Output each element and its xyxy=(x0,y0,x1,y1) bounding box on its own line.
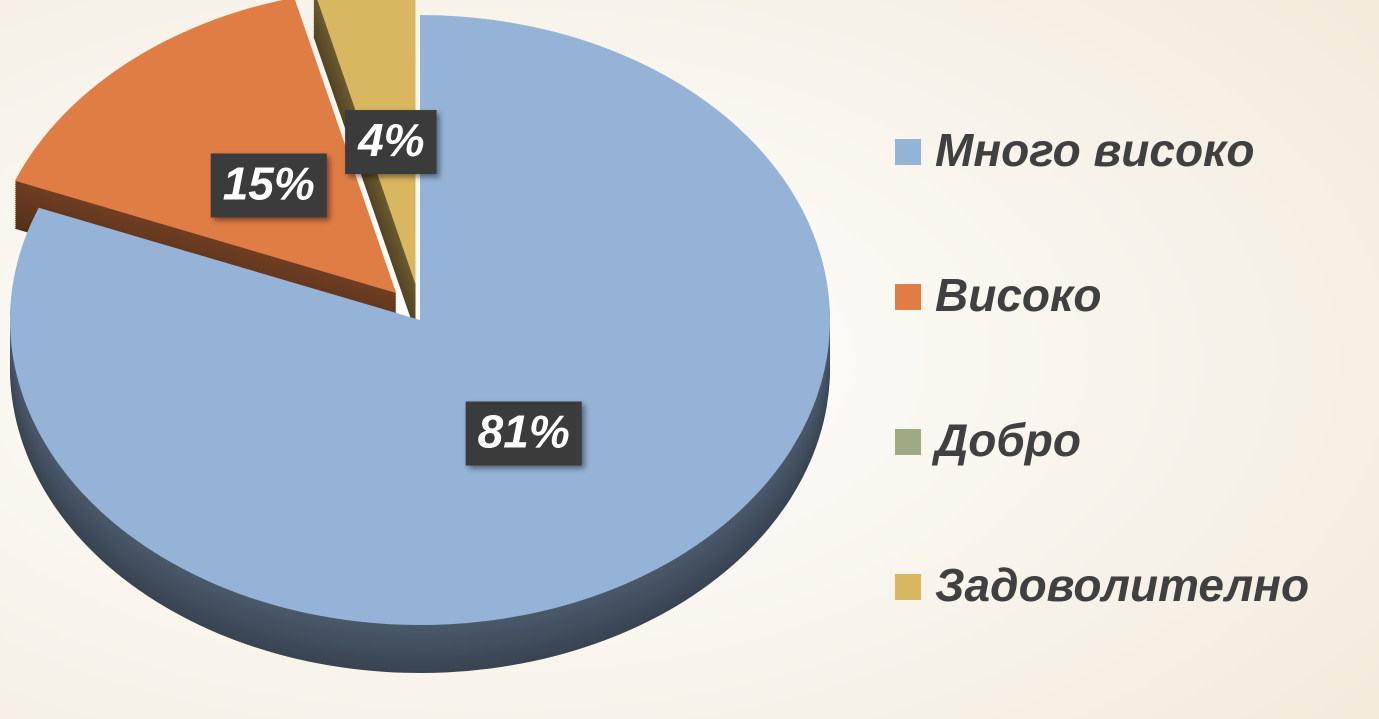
legend-swatch xyxy=(895,574,921,600)
data-label-group: 4% xyxy=(345,110,437,175)
legend-label: Добро xyxy=(931,414,1081,466)
legend-swatch xyxy=(895,139,921,165)
legend: Много високо Високо Добро Задоволително xyxy=(895,124,1309,611)
slice xyxy=(317,0,416,285)
data-label-group: 15% xyxy=(210,153,327,218)
slice xyxy=(9,15,830,625)
data-label-box xyxy=(210,153,327,218)
data-labels: 81% 15% 4% xyxy=(210,110,582,466)
slice xyxy=(14,0,397,293)
legend-label: Задоволително xyxy=(935,559,1309,611)
data-label-box xyxy=(345,110,437,175)
data-label: 15% xyxy=(223,158,315,210)
legend-swatch xyxy=(895,429,921,455)
pie xyxy=(9,0,830,625)
data-label-box xyxy=(465,401,582,466)
legend-label: Много високо xyxy=(935,124,1254,176)
legend-label: Високо xyxy=(935,269,1101,321)
data-label-group: 81% xyxy=(465,401,582,466)
data-label: 81% xyxy=(478,406,570,458)
legend-swatch xyxy=(895,284,921,310)
data-label: 4% xyxy=(357,114,424,166)
